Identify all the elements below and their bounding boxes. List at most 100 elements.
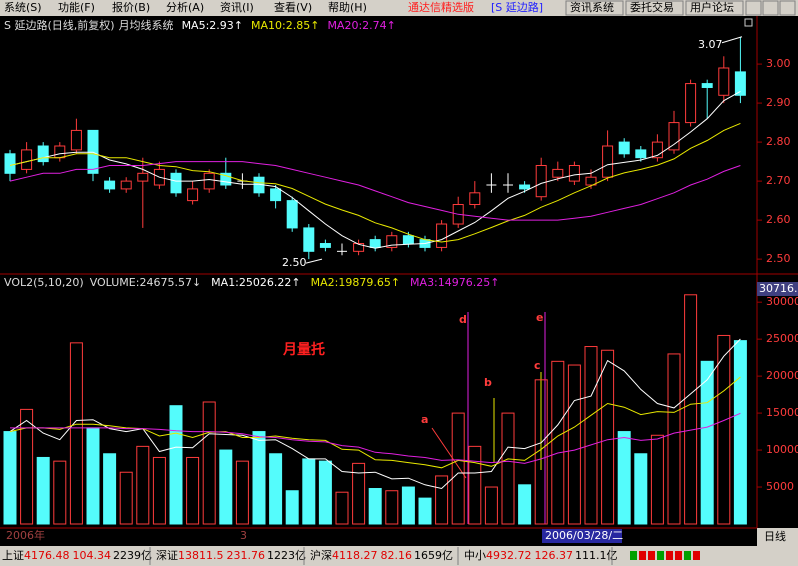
candle-body: [734, 71, 746, 96]
volume-header: VOL2(5,10,20) VOLUME:24675.57↓ MA1:25026.2…: [4, 276, 499, 289]
candle-body: [585, 176, 597, 186]
candle-body: [469, 192, 481, 206]
status-indicator: [675, 551, 682, 560]
date-highlight: [542, 529, 622, 543]
y-tick-label: 5000: [766, 480, 794, 493]
volume-bar: [733, 340, 747, 525]
volume-bar: [169, 405, 183, 525]
volume-bar: [202, 401, 216, 525]
candle-body: [651, 141, 663, 159]
volume-bar: [368, 488, 382, 525]
menu-item[interactable]: 系统(S): [4, 1, 42, 14]
volume-bar: [103, 453, 117, 525]
menu-button[interactable]: [625, 0, 684, 16]
candle-body: [602, 145, 614, 178]
volume-bar: [634, 453, 648, 525]
candle-body: [402, 235, 414, 245]
annotation-letter: b: [484, 376, 492, 389]
volume-bar: [219, 449, 233, 525]
volume-bar: [435, 475, 449, 525]
volume-top-label: 30716.2: [759, 282, 798, 295]
volume-bar: [186, 456, 200, 525]
legend-entry: MA2:19879.65↑: [311, 276, 400, 289]
stock-title: [S 延边路]: [491, 1, 543, 14]
status-amount: 1659亿: [414, 549, 453, 562]
candle-body: [635, 149, 647, 159]
volume-bar: [136, 445, 150, 525]
candle-body: [21, 149, 33, 170]
candle-body: [319, 243, 331, 248]
annotation: 3.07: [698, 38, 723, 51]
candle-body: [685, 83, 697, 124]
volume-bar: [36, 456, 50, 525]
volume-label: VOLUME:24675.57↓: [90, 276, 201, 289]
window-control[interactable]: [762, 0, 779, 16]
volume-bar: [667, 353, 681, 525]
volume-bar: [385, 490, 399, 525]
menu-item[interactable]: 帮助(H): [328, 0, 367, 14]
status-item: 沪深4118.27 82.16 1659亿: [310, 548, 453, 562]
volume-bar: [617, 431, 631, 525]
status-change: 126.37: [535, 549, 574, 562]
y-tick-label: 2.90: [766, 96, 791, 109]
candle-body: [568, 165, 580, 182]
volume-bar: [584, 346, 598, 525]
legend-entry: MA5:2.93↑: [182, 19, 243, 32]
volume-bar: [484, 486, 498, 525]
chart-subtitle: 月均线系统: [119, 18, 174, 32]
corner-icon[interactable]: [744, 18, 753, 27]
volume-bar: [20, 408, 34, 525]
status-name: 沪深: [310, 548, 332, 562]
menu-button-label[interactable]: 用户论坛: [690, 0, 734, 14]
menu-button-label[interactable]: 委托交易: [630, 0, 674, 14]
annotation-letter: a: [421, 413, 428, 426]
volume-bar: [119, 471, 133, 525]
y-tick-label: 15000: [766, 406, 798, 419]
volume-bar: [285, 490, 299, 525]
volume-bar: [3, 431, 17, 525]
volume-bar: [335, 491, 349, 525]
volume-bar: [86, 427, 100, 525]
top-label-bg: [757, 282, 798, 296]
y-tick-label: 2.80: [766, 135, 791, 148]
candle-body: [286, 200, 298, 229]
app-title: 通达信精选版: [408, 0, 474, 14]
menu-item[interactable]: 报价(B): [112, 0, 150, 14]
volume-bar: [684, 294, 698, 525]
volume-bar: [700, 360, 714, 525]
candle-body: [369, 239, 381, 248]
volume-bar: [567, 364, 581, 525]
status-amount: 2239亿: [113, 549, 152, 562]
menu-button[interactable]: [685, 0, 744, 16]
menu-button-label[interactable]: 资讯系统: [570, 1, 614, 14]
candle-body: [303, 227, 315, 252]
menu-button[interactable]: [565, 0, 624, 16]
status-amount: 1223亿: [267, 549, 306, 562]
volume-bar: [551, 360, 565, 525]
chart-title: S 延边路(日线,前复权): [4, 18, 115, 32]
status-amount: 111.1亿: [575, 549, 618, 562]
menu-item[interactable]: 查看(V): [274, 0, 312, 14]
menu-item[interactable]: 资讯(I): [220, 1, 254, 14]
period[interactable]: 日线: [764, 529, 786, 543]
status-bar: [0, 546, 798, 566]
annotation-letter: c: [534, 359, 541, 372]
window-control[interactable]: [779, 0, 796, 16]
candle-body: [436, 223, 448, 248]
x-label: 2006/03/28/二: [545, 529, 623, 542]
volume-bar: [601, 349, 615, 525]
y-tick-label: 2.50: [766, 252, 791, 265]
volume-bar: [302, 458, 316, 525]
candle-body: [187, 188, 199, 202]
menu-item[interactable]: 功能(F): [58, 0, 95, 14]
window-control[interactable]: [745, 0, 762, 16]
annotation-arrow: [721, 36, 743, 44]
candle-body: [535, 165, 547, 198]
menu-item[interactable]: 分析(A): [166, 0, 204, 14]
status-value: 4932.72: [486, 549, 532, 562]
volume-bar: [468, 445, 482, 525]
volume-bar: [252, 431, 266, 525]
status-change: 82.16: [381, 549, 413, 562]
status-value: 4118.27: [332, 549, 378, 562]
volume-bar: [717, 334, 731, 525]
